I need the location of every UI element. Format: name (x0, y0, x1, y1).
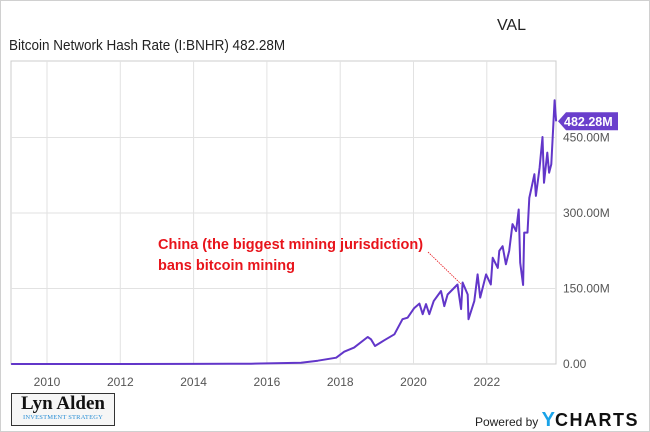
ycharts-wordmark: CHARTS (555, 410, 639, 430)
y-tick-label: 300.00M (563, 206, 610, 220)
logo-name: Lyn Alden (21, 393, 105, 414)
powered-by-text: Powered by (474, 415, 539, 429)
y-tick-label: 150.00M (563, 282, 610, 296)
annotation-line-1: China (the biggest mining jurisdiction) (158, 237, 424, 253)
ycharts-y-logo: Y (541, 409, 555, 431)
powered-by-ycharts[interactable]: Powered by YCHARTS (474, 409, 639, 431)
x-tick-label: 2014 (180, 375, 207, 389)
annotation-line-2: bans bitcoin mining (158, 258, 295, 274)
y-tick-label: 450.00M (563, 131, 610, 145)
x-tick-label: 2010 (34, 375, 61, 389)
chart-title: VAL (496, 17, 526, 34)
last-value-badge (558, 112, 618, 131)
last-value-label: 482.28M (564, 115, 613, 129)
x-tick-label: 2016 (254, 375, 281, 389)
y-tick-label: 0.00 (563, 357, 587, 371)
x-tick-label: 2022 (473, 375, 500, 389)
x-tick-label: 2018 (327, 375, 354, 389)
hash-rate-line (11, 99, 558, 365)
series-legend: Bitcoin Network Hash Rate (I:BNHR) 482.2… (9, 37, 286, 54)
annotation-pointer (427, 251, 462, 285)
lyn-alden-logo: Lyn Alden INVESTMENT STRATEGY (11, 393, 115, 426)
x-tick-label: 2020 (400, 375, 427, 389)
x-tick-label: 2012 (107, 375, 134, 389)
logo-tagline: INVESTMENT STRATEGY (22, 414, 104, 421)
